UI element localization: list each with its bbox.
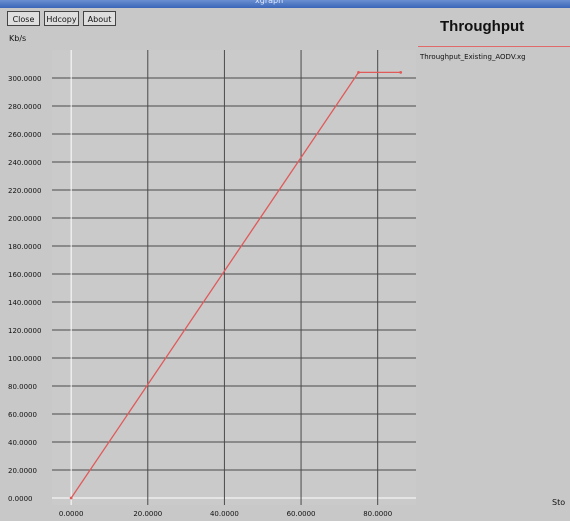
y-tick-label-12: 240.0000 — [8, 159, 41, 167]
y-tick-labels: 0.0000 20.0000 40.0000 60.0000 80.0000 100.00… — [8, 75, 41, 503]
window-titlebar: xgraph — [0, 0, 570, 8]
y-tick-label-6: 120.0000 — [8, 327, 41, 335]
legend-swatch — [418, 46, 570, 47]
y-tick-label-11: 220.0000 — [8, 187, 41, 195]
legend-entry: Throughput_Existing_AODV.xg — [420, 53, 526, 61]
y-tick-label-7: 140.0000 — [8, 299, 41, 307]
series-layer — [69, 71, 403, 500]
x-tick-label-2: 40.0000 — [210, 510, 239, 518]
hdcopy-button[interactable]: Hdcopy — [44, 11, 79, 26]
x-tick-label-0: 0.0000 — [59, 510, 84, 518]
x-tick-label-3: 60.0000 — [287, 510, 316, 518]
plot-area — [52, 50, 416, 505]
y-tick-label-13: 260.0000 — [8, 131, 41, 139]
y-tick-label-5: 100.0000 — [8, 355, 41, 363]
series-point-0-1 — [357, 71, 360, 74]
y-tick-label-14: 280.0000 — [8, 103, 41, 111]
y-tick-label-9: 180.0000 — [8, 243, 41, 251]
y-tick-label-15: 300.0000 — [8, 75, 41, 83]
x-tick-label-1: 20.0000 — [133, 510, 162, 518]
y-axis-label: Kb/s — [9, 34, 27, 43]
about-button[interactable]: About — [83, 11, 116, 26]
y-tick-label-0: 0.0000 — [8, 495, 33, 503]
x-tick-label-4: 80.0000 — [363, 510, 392, 518]
chart-title: Throughput — [440, 18, 525, 35]
series-point-0-2 — [399, 71, 403, 74]
y-tick-label-8: 160.0000 — [8, 271, 41, 279]
grid-layer — [52, 50, 416, 505]
close-button[interactable]: Close — [7, 11, 40, 26]
y-tick-label-2: 40.0000 — [8, 439, 37, 447]
window-title: xgraph — [255, 0, 284, 5]
series-point-0-0 — [69, 496, 73, 500]
y-tick-label-10: 200.0000 — [8, 215, 41, 223]
y-tick-label-4: 80.0000 — [8, 383, 37, 391]
x-axis-label: Sto — [552, 498, 566, 507]
y-tick-label-1: 20.0000 — [8, 467, 37, 475]
x-tick-labels: 0.0000 20.0000 40.0000 60.0000 80.0000 — [59, 510, 392, 518]
y-tick-label-3: 60.0000 — [8, 411, 37, 419]
